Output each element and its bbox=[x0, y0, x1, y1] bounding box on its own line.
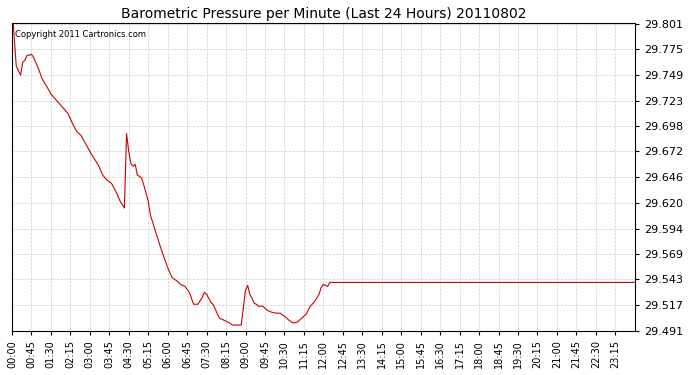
Title: Barometric Pressure per Minute (Last 24 Hours) 20110802: Barometric Pressure per Minute (Last 24 … bbox=[121, 7, 526, 21]
Text: Copyright 2011 Cartronics.com: Copyright 2011 Cartronics.com bbox=[15, 30, 146, 39]
